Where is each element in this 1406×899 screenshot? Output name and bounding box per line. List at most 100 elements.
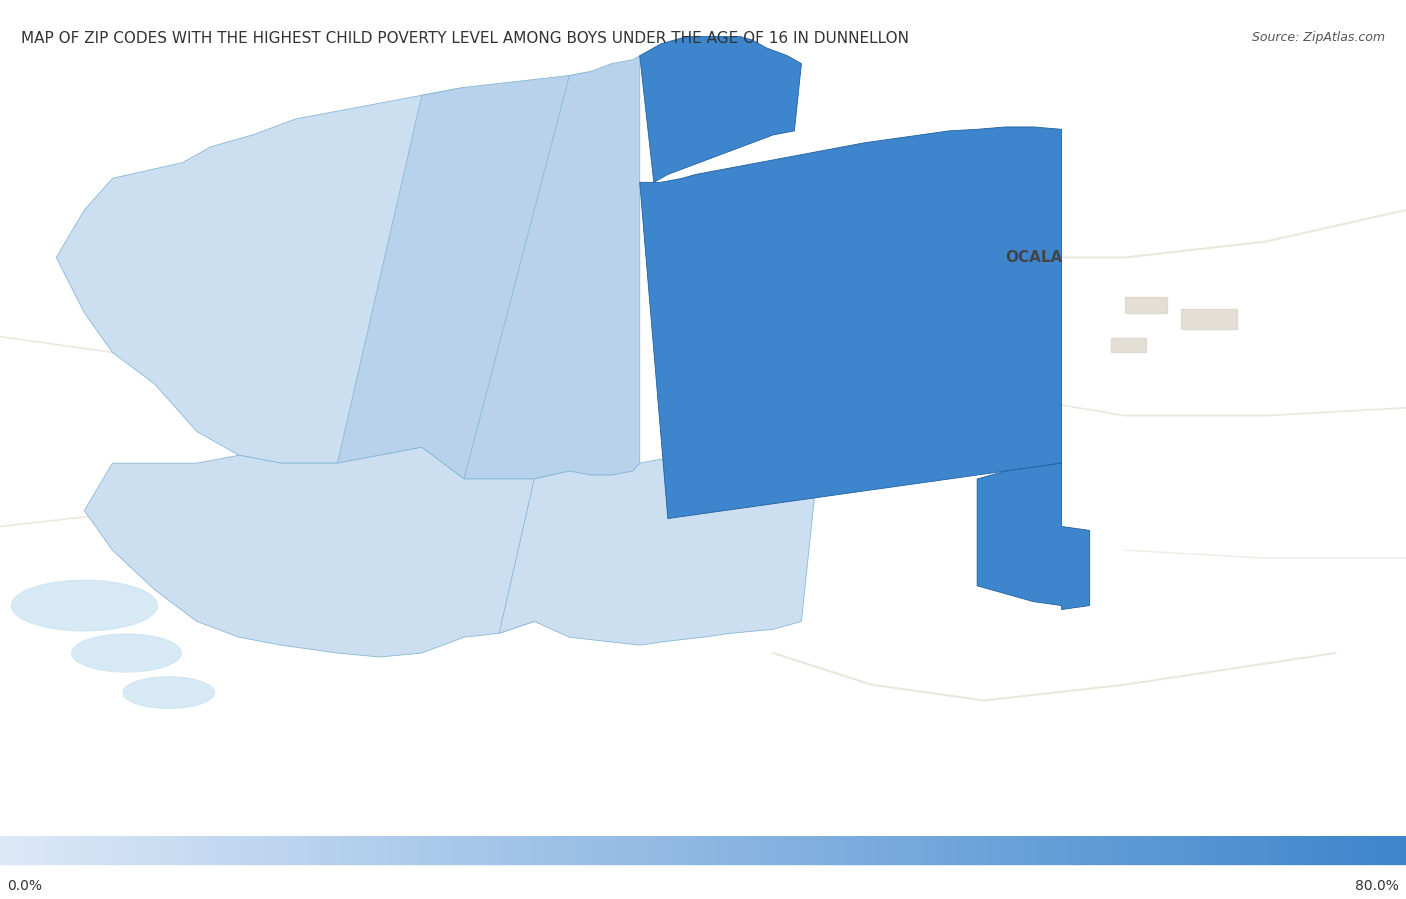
- Polygon shape: [499, 459, 815, 645]
- Polygon shape: [1256, 836, 1260, 865]
- Polygon shape: [1340, 836, 1346, 865]
- Polygon shape: [1119, 836, 1123, 865]
- Polygon shape: [1063, 836, 1067, 865]
- Polygon shape: [1284, 836, 1288, 865]
- Polygon shape: [259, 836, 263, 865]
- Polygon shape: [700, 836, 706, 865]
- Polygon shape: [1251, 836, 1256, 865]
- Polygon shape: [90, 836, 94, 865]
- Polygon shape: [884, 836, 889, 865]
- Polygon shape: [650, 836, 654, 865]
- Polygon shape: [606, 836, 612, 865]
- Polygon shape: [1077, 836, 1081, 865]
- Polygon shape: [447, 836, 451, 865]
- Polygon shape: [1166, 836, 1171, 865]
- Polygon shape: [969, 836, 973, 865]
- Polygon shape: [1368, 836, 1374, 865]
- Polygon shape: [409, 836, 413, 865]
- Polygon shape: [1260, 836, 1265, 865]
- Polygon shape: [780, 836, 786, 865]
- Polygon shape: [564, 836, 569, 865]
- Polygon shape: [395, 836, 399, 865]
- Polygon shape: [470, 836, 475, 865]
- Polygon shape: [574, 836, 578, 865]
- Polygon shape: [965, 836, 969, 865]
- Polygon shape: [993, 836, 997, 865]
- Polygon shape: [1316, 836, 1322, 865]
- Polygon shape: [1101, 836, 1105, 865]
- Polygon shape: [1123, 836, 1129, 865]
- Polygon shape: [1232, 836, 1237, 865]
- Polygon shape: [1312, 836, 1316, 865]
- Polygon shape: [1265, 836, 1270, 865]
- Polygon shape: [46, 836, 52, 865]
- Polygon shape: [1308, 836, 1312, 865]
- Polygon shape: [1330, 836, 1336, 865]
- Polygon shape: [804, 836, 808, 865]
- Polygon shape: [1175, 836, 1180, 865]
- Polygon shape: [692, 836, 696, 865]
- Polygon shape: [620, 836, 626, 865]
- Polygon shape: [851, 836, 856, 865]
- Polygon shape: [1111, 338, 1146, 352]
- Polygon shape: [678, 836, 682, 865]
- Polygon shape: [1067, 836, 1073, 865]
- Polygon shape: [371, 836, 377, 865]
- Polygon shape: [808, 836, 814, 865]
- Polygon shape: [1039, 836, 1043, 865]
- Polygon shape: [212, 836, 217, 865]
- Polygon shape: [385, 836, 391, 865]
- Polygon shape: [987, 836, 993, 865]
- Polygon shape: [1181, 309, 1237, 329]
- Polygon shape: [475, 836, 479, 865]
- Polygon shape: [936, 836, 941, 865]
- Polygon shape: [664, 836, 668, 865]
- Polygon shape: [38, 836, 42, 865]
- Polygon shape: [522, 836, 527, 865]
- Polygon shape: [52, 836, 56, 865]
- Polygon shape: [337, 72, 591, 479]
- Polygon shape: [513, 836, 517, 865]
- Polygon shape: [291, 836, 297, 865]
- Polygon shape: [499, 836, 503, 865]
- Polygon shape: [141, 836, 146, 865]
- Polygon shape: [24, 836, 28, 865]
- Polygon shape: [56, 87, 464, 463]
- Polygon shape: [347, 836, 353, 865]
- Polygon shape: [541, 836, 546, 865]
- Polygon shape: [776, 836, 780, 865]
- Polygon shape: [1209, 836, 1213, 865]
- Polygon shape: [1133, 836, 1137, 865]
- Polygon shape: [413, 836, 419, 865]
- Polygon shape: [42, 836, 46, 865]
- Polygon shape: [221, 836, 226, 865]
- Polygon shape: [682, 836, 686, 865]
- Polygon shape: [127, 836, 132, 865]
- Polygon shape: [1388, 836, 1392, 865]
- Polygon shape: [1087, 836, 1091, 865]
- Polygon shape: [931, 836, 936, 865]
- Polygon shape: [231, 836, 235, 865]
- Text: OCALA: OCALA: [1005, 250, 1062, 265]
- Polygon shape: [1129, 836, 1133, 865]
- Polygon shape: [983, 836, 987, 865]
- Polygon shape: [1241, 836, 1246, 865]
- Polygon shape: [160, 836, 165, 865]
- Polygon shape: [696, 836, 700, 865]
- Polygon shape: [1011, 836, 1015, 865]
- Polygon shape: [357, 836, 363, 865]
- Polygon shape: [245, 836, 249, 865]
- Polygon shape: [569, 836, 574, 865]
- Polygon shape: [399, 836, 405, 865]
- Polygon shape: [630, 836, 636, 865]
- Polygon shape: [124, 677, 214, 708]
- Polygon shape: [1059, 836, 1063, 865]
- Polygon shape: [1171, 836, 1175, 865]
- Polygon shape: [706, 836, 710, 865]
- Polygon shape: [56, 836, 60, 865]
- Polygon shape: [903, 836, 907, 865]
- Polygon shape: [550, 836, 555, 865]
- Polygon shape: [273, 836, 277, 865]
- Polygon shape: [1223, 836, 1227, 865]
- Polygon shape: [108, 836, 112, 865]
